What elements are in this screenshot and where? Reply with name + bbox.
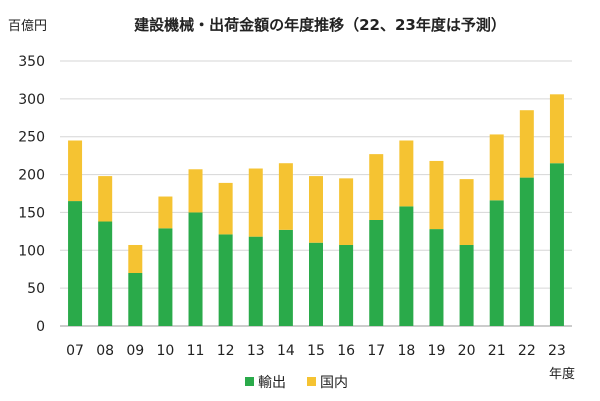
y-axis-ticks: 0 50 100 150 200 250 300 350 (18, 54, 45, 335)
bar-segment-domestic (399, 140, 414, 207)
bar-segment-export (188, 212, 203, 326)
bar-segment-export (128, 273, 143, 326)
y-tick-label: 200 (18, 168, 45, 184)
x-axis-ticks: 07 08 09 10 11 12 13 14 15 16 17 18 19 20 21 22 23 (66, 343, 566, 359)
bar-segment-export (399, 206, 414, 326)
bar-segment-domestic (98, 176, 113, 222)
bar-segment-domestic (339, 178, 354, 245)
y-tick-label: 50 (27, 281, 45, 297)
bar-segment-export (278, 229, 293, 326)
legend-label-export: 輸出 (258, 375, 286, 391)
x-axis-label: 年度 (549, 366, 575, 382)
bar-segment-export (68, 201, 83, 326)
bar-segment-domestic (218, 182, 233, 235)
x-tick-label: 17 (367, 343, 385, 359)
x-tick-label: 13 (247, 343, 265, 359)
bar-segment-domestic (188, 169, 203, 213)
legend-swatch-export (245, 377, 254, 386)
bar-segment-export (429, 229, 444, 326)
bar-segment-export (218, 234, 233, 326)
bar-segment-domestic (309, 176, 323, 243)
x-tick-label: 21 (488, 343, 506, 359)
bar-segment-domestic (128, 244, 143, 273)
x-tick-label: 23 (548, 343, 566, 359)
bar-segment-domestic (459, 179, 474, 245)
bar-segment-export (248, 236, 263, 326)
bar-segment-export (158, 228, 173, 326)
bar-segment-domestic (519, 110, 534, 178)
bars (68, 94, 564, 326)
x-tick-label: 14 (277, 343, 295, 359)
y-axis-unit-label: 百億円 (8, 18, 47, 34)
x-tick-label: 12 (217, 343, 235, 359)
legend: 輸出 国内 (245, 375, 348, 391)
bar-segment-export (489, 200, 504, 326)
y-tick-label: 0 (36, 319, 45, 335)
y-tick-label: 150 (18, 205, 45, 221)
x-tick-label: 22 (518, 343, 536, 359)
bar-segment-export (339, 244, 354, 326)
legend-swatch-domestic (307, 377, 316, 386)
y-tick-label: 100 (18, 243, 45, 259)
legend-label-domestic: 国内 (320, 375, 348, 391)
x-tick-label: 16 (337, 343, 355, 359)
bar-segment-export (549, 163, 564, 326)
bar-segment-domestic (489, 134, 504, 201)
bar-segment-domestic (429, 160, 444, 230)
bar-segment-export (519, 177, 534, 326)
x-tick-label: 08 (96, 343, 114, 359)
x-tick-label: 11 (187, 343, 205, 359)
y-tick-label: 250 (18, 130, 45, 146)
x-tick-label: 20 (458, 343, 476, 359)
bar-segment-domestic (278, 163, 293, 230)
bar-segment-domestic (549, 94, 564, 164)
bar-segment-domestic (369, 154, 384, 220)
x-tick-label: 15 (307, 343, 325, 359)
bar-segment-export (369, 220, 384, 326)
x-tick-label: 19 (428, 343, 446, 359)
bar-segment-domestic (158, 196, 173, 229)
x-tick-label: 10 (156, 343, 174, 359)
x-tick-label: 09 (126, 343, 144, 359)
x-tick-label: 07 (66, 343, 84, 359)
bar-segment-domestic (248, 168, 263, 237)
bar-segment-export (459, 244, 474, 326)
bar-segment-export (98, 221, 113, 326)
y-tick-label: 350 (18, 54, 45, 70)
x-tick-label: 18 (397, 343, 415, 359)
y-tick-label: 300 (18, 92, 45, 108)
bar-segment-domestic (68, 140, 83, 202)
chart-title: 建設機械・出荷金額の年度推移（22、23年度は予測） (134, 16, 506, 34)
bar-segment-export (309, 242, 323, 326)
